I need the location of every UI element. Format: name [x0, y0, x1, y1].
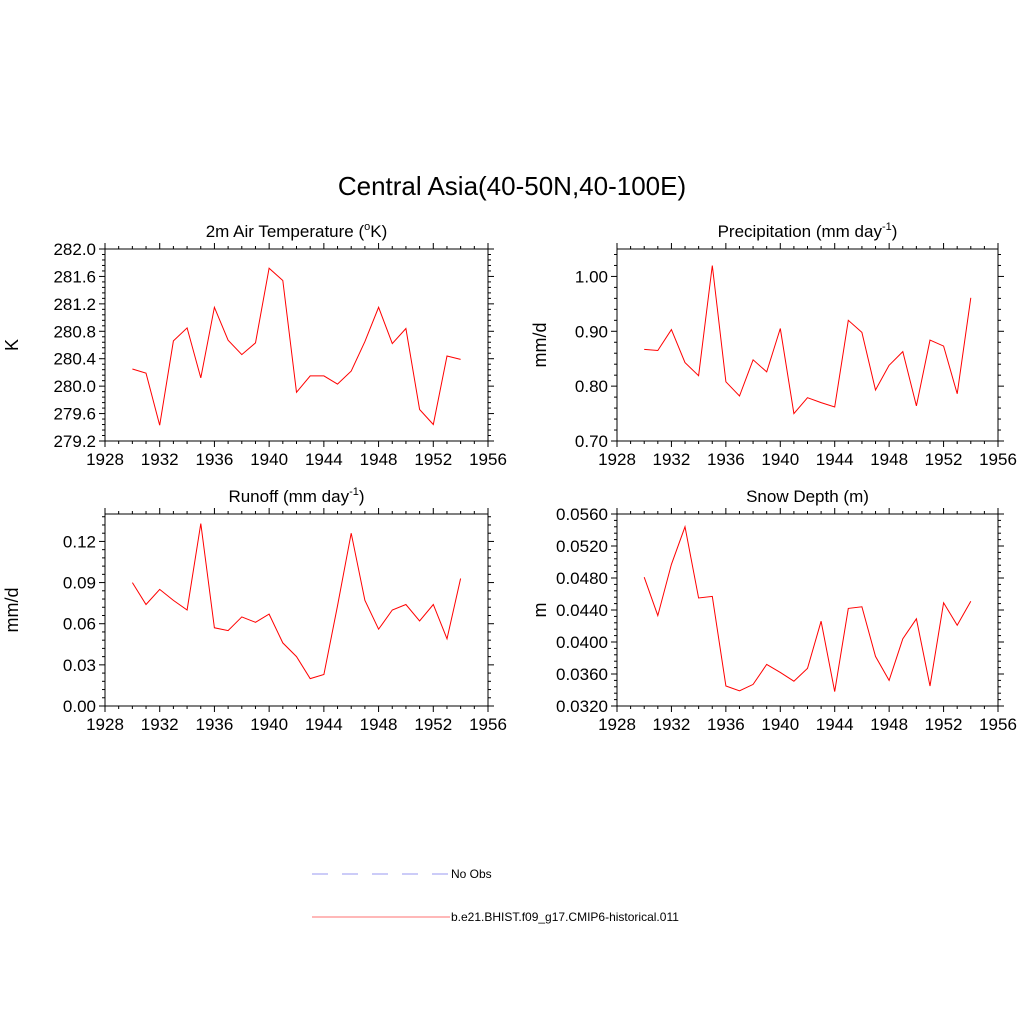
air-temperature-series-line [132, 267, 461, 426]
runoff-y-tick-label: 0.12 [63, 532, 96, 551]
snow-depth-y-tick-label: 0.0520 [556, 537, 608, 556]
air-temperature-x-tick-label: 1952 [414, 450, 452, 469]
precipitation-x-tick-label: 1940 [761, 450, 799, 469]
runoff-plot-frame [104, 513, 489, 707]
snow-depth-x-tick-label: 1948 [870, 715, 908, 734]
air-temperature-y-tick-label: 279.2 [53, 432, 96, 451]
runoff-x-tick-label: 1948 [360, 715, 398, 734]
snow-depth-y-tick-label: 0.0360 [556, 665, 608, 684]
air-temperature-y-tick-label: 279.6 [53, 405, 96, 424]
legend-label-no-obs: No Obs [451, 867, 492, 881]
precipitation-y-tick-label: 0.80 [575, 377, 608, 396]
snow-depth-x-tick-label: 1928 [598, 715, 636, 734]
panel-runoff: 1928 1932 1936 1940 1944 1948 1952 1956 0.00 0.03… [2, 486, 507, 734]
air-temperature-y-tick-label: 281.2 [53, 295, 96, 314]
air-temperature-y-tick-label: 280.0 [53, 377, 96, 396]
snow-depth-title: Snow Depth (m) [746, 487, 869, 506]
snow-depth-x-tick-label: 1940 [761, 715, 799, 734]
snow-depth-x-tick-label: 1936 [707, 715, 745, 734]
precipitation-y-tick-label: 1.00 [575, 267, 608, 286]
runoff-x-tick-label: 1944 [305, 715, 343, 734]
panel-snow-depth: 1928 1932 1936 1940 1944 1948 1952 1956 0.0320 0.… [530, 487, 1017, 734]
precipitation-y-axis-label: mm/d [530, 323, 550, 368]
runoff-y-axis-label: mm/d [2, 588, 22, 633]
precipitation-title: Precipitation (mm day-1) [718, 221, 898, 241]
snow-depth-y-tick-label: 0.0440 [556, 601, 608, 620]
snow-depth-x-tick-label: 1952 [925, 715, 963, 734]
snow-depth-y-tick-label: 0.0400 [556, 633, 608, 652]
snow-depth-plot-frame [616, 513, 999, 707]
air-temperature-y-tick-label: 280.8 [53, 322, 96, 341]
precipitation-y-tick-label: 0.90 [575, 322, 608, 341]
runoff-y-tick-label: 0.09 [63, 574, 96, 593]
precipitation-x-tick-label: 1932 [653, 450, 691, 469]
air-temperature-y-tick-label: 282.0 [53, 240, 96, 259]
runoff-series-line [131, 523, 462, 680]
air-temperature-x-tick-label: 1948 [360, 450, 398, 469]
precipitation-y-tick-label: 0.70 [575, 432, 608, 451]
air-temperature-y-axis-label: K [2, 339, 22, 351]
legend: No Obs b.e21.BHIST.f09_g17.CMIP6-histori… [312, 867, 679, 924]
precipitation-series-line [644, 265, 972, 415]
runoff-y-tick-label: 0.00 [63, 697, 96, 716]
panel-precipitation: 1928 1932 1936 1940 1944 1948 1952 1956 0.70 0.80… [530, 221, 1017, 469]
snow-depth-y-tick-label: 0.0560 [556, 505, 608, 524]
snow-depth-x-tick-label: 1932 [653, 715, 691, 734]
figure-title: Central Asia(40-50N,40-100E) [338, 171, 686, 201]
panel-air-temperature: 1928 1932 1936 1940 1944 1948 1952 1956 279.2 279… [2, 221, 507, 469]
runoff-x-tick-label: 1952 [414, 715, 452, 734]
runoff-title: Runoff (mm day-1) [228, 486, 364, 506]
precipitation-x-tick-label: 1952 [925, 450, 963, 469]
snow-depth-x-tick-label: 1944 [816, 715, 854, 734]
runoff-x-tick-label: 1936 [196, 715, 234, 734]
runoff-x-tick-label: 1940 [250, 715, 288, 734]
snow-depth-y-tick-label: 0.0320 [556, 697, 608, 716]
air-temperature-plot-frame [104, 248, 489, 442]
precipitation-x-tick-label: 1928 [598, 450, 636, 469]
runoff-y-tick-label: 0.03 [63, 656, 96, 675]
runoff-x-tick-label: 1956 [469, 715, 507, 734]
air-temperature-x-tick-label: 1932 [141, 450, 179, 469]
snow-depth-series-line [643, 524, 972, 692]
precipitation-x-tick-label: 1936 [707, 450, 745, 469]
air-temperature-x-tick-label: 1936 [196, 450, 234, 469]
precipitation-x-tick-label: 1948 [870, 450, 908, 469]
runoff-x-tick-label: 1928 [86, 715, 124, 734]
precipitation-x-tick-label: 1944 [816, 450, 854, 469]
air-temperature-x-tick-label: 1940 [250, 450, 288, 469]
snow-depth-y-axis-label: m [530, 603, 550, 618]
air-temperature-y-tick-label: 281.6 [53, 267, 96, 286]
runoff-x-tick-label: 1932 [141, 715, 179, 734]
snow-depth-x-tick-label: 1956 [979, 715, 1017, 734]
snow-depth-y-tick-label: 0.0480 [556, 569, 608, 588]
air-temperature-y-tick-label: 280.4 [53, 350, 96, 369]
air-temperature-x-tick-label: 1944 [305, 450, 343, 469]
air-temperature-x-tick-label: 1928 [86, 450, 124, 469]
precipitation-x-tick-label: 1956 [979, 450, 1017, 469]
runoff-y-tick-label: 0.06 [63, 615, 96, 634]
air-temperature-x-tick-label: 1956 [469, 450, 507, 469]
legend-label-model: b.e21.BHIST.f09_g17.CMIP6-historical.011 [451, 910, 679, 924]
air-temperature-title: 2m Air Temperature (oK) [206, 221, 388, 241]
